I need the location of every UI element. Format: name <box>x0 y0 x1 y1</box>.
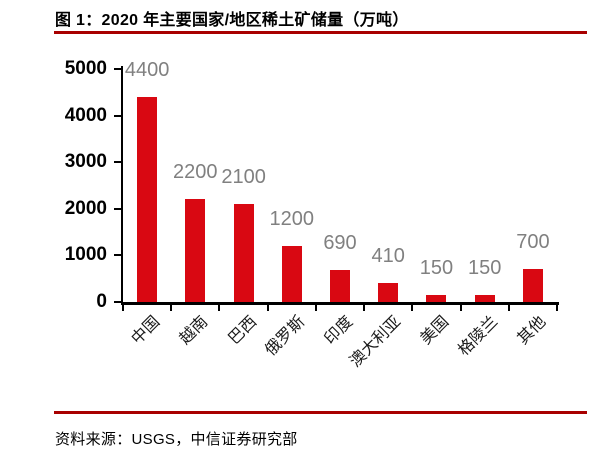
title-underline <box>54 31 587 34</box>
bar <box>233 204 254 302</box>
y-axis-tick <box>114 254 123 257</box>
y-tick-label: 2000 <box>64 197 107 219</box>
x-axis-tick <box>218 302 221 311</box>
figure-title: 图 1：2020 年主要国家/地区稀土矿储量（万吨） <box>55 12 409 29</box>
y-axis-line <box>121 66 123 305</box>
y-axis-tick <box>114 114 123 117</box>
x-axis-tick <box>363 302 366 311</box>
source-note: 资料来源：USGS，中信证券研究部 <box>55 431 298 448</box>
bar-value-label: 410 <box>371 245 405 267</box>
x-axis-tick <box>507 302 510 311</box>
bar-value-label: 690 <box>323 232 357 254</box>
y-axis-tick <box>114 301 123 303</box>
y-tick-label: 4000 <box>64 104 107 126</box>
bar-value-label: 4400 <box>124 59 170 81</box>
bar <box>474 295 495 302</box>
bar-value-label: 150 <box>468 257 502 279</box>
footer-divider <box>54 411 587 414</box>
x-axis-tick <box>411 302 414 311</box>
y-tick-label: 1000 <box>64 244 107 266</box>
x-axis-tick <box>170 302 173 311</box>
bar-value-label: 2100 <box>221 166 266 188</box>
bar <box>137 97 158 302</box>
x-axis-line <box>121 302 559 305</box>
bar <box>522 269 543 302</box>
bar <box>281 246 302 302</box>
y-tick-label: 5000 <box>64 58 107 79</box>
bar <box>330 270 350 302</box>
bar <box>426 295 447 302</box>
x-axis-tick <box>556 302 558 311</box>
y-tick-label: 3000 <box>64 151 107 173</box>
y-axis-tick <box>114 207 123 210</box>
bar-value-label: 700 <box>516 231 550 253</box>
y-axis-tick <box>114 68 123 70</box>
bar-value-label: 1200 <box>269 208 315 230</box>
bar-value-label: 150 <box>419 257 454 279</box>
y-axis-tick <box>114 161 123 164</box>
bar <box>185 199 206 302</box>
bar-value-label: 2200 <box>173 161 218 183</box>
x-axis-tick <box>122 302 124 311</box>
y-tick-label: 0 <box>96 291 107 312</box>
x-axis-tick <box>314 302 317 311</box>
x-axis-tick <box>459 302 462 311</box>
bar <box>378 283 399 302</box>
x-axis-tick <box>266 302 269 311</box>
